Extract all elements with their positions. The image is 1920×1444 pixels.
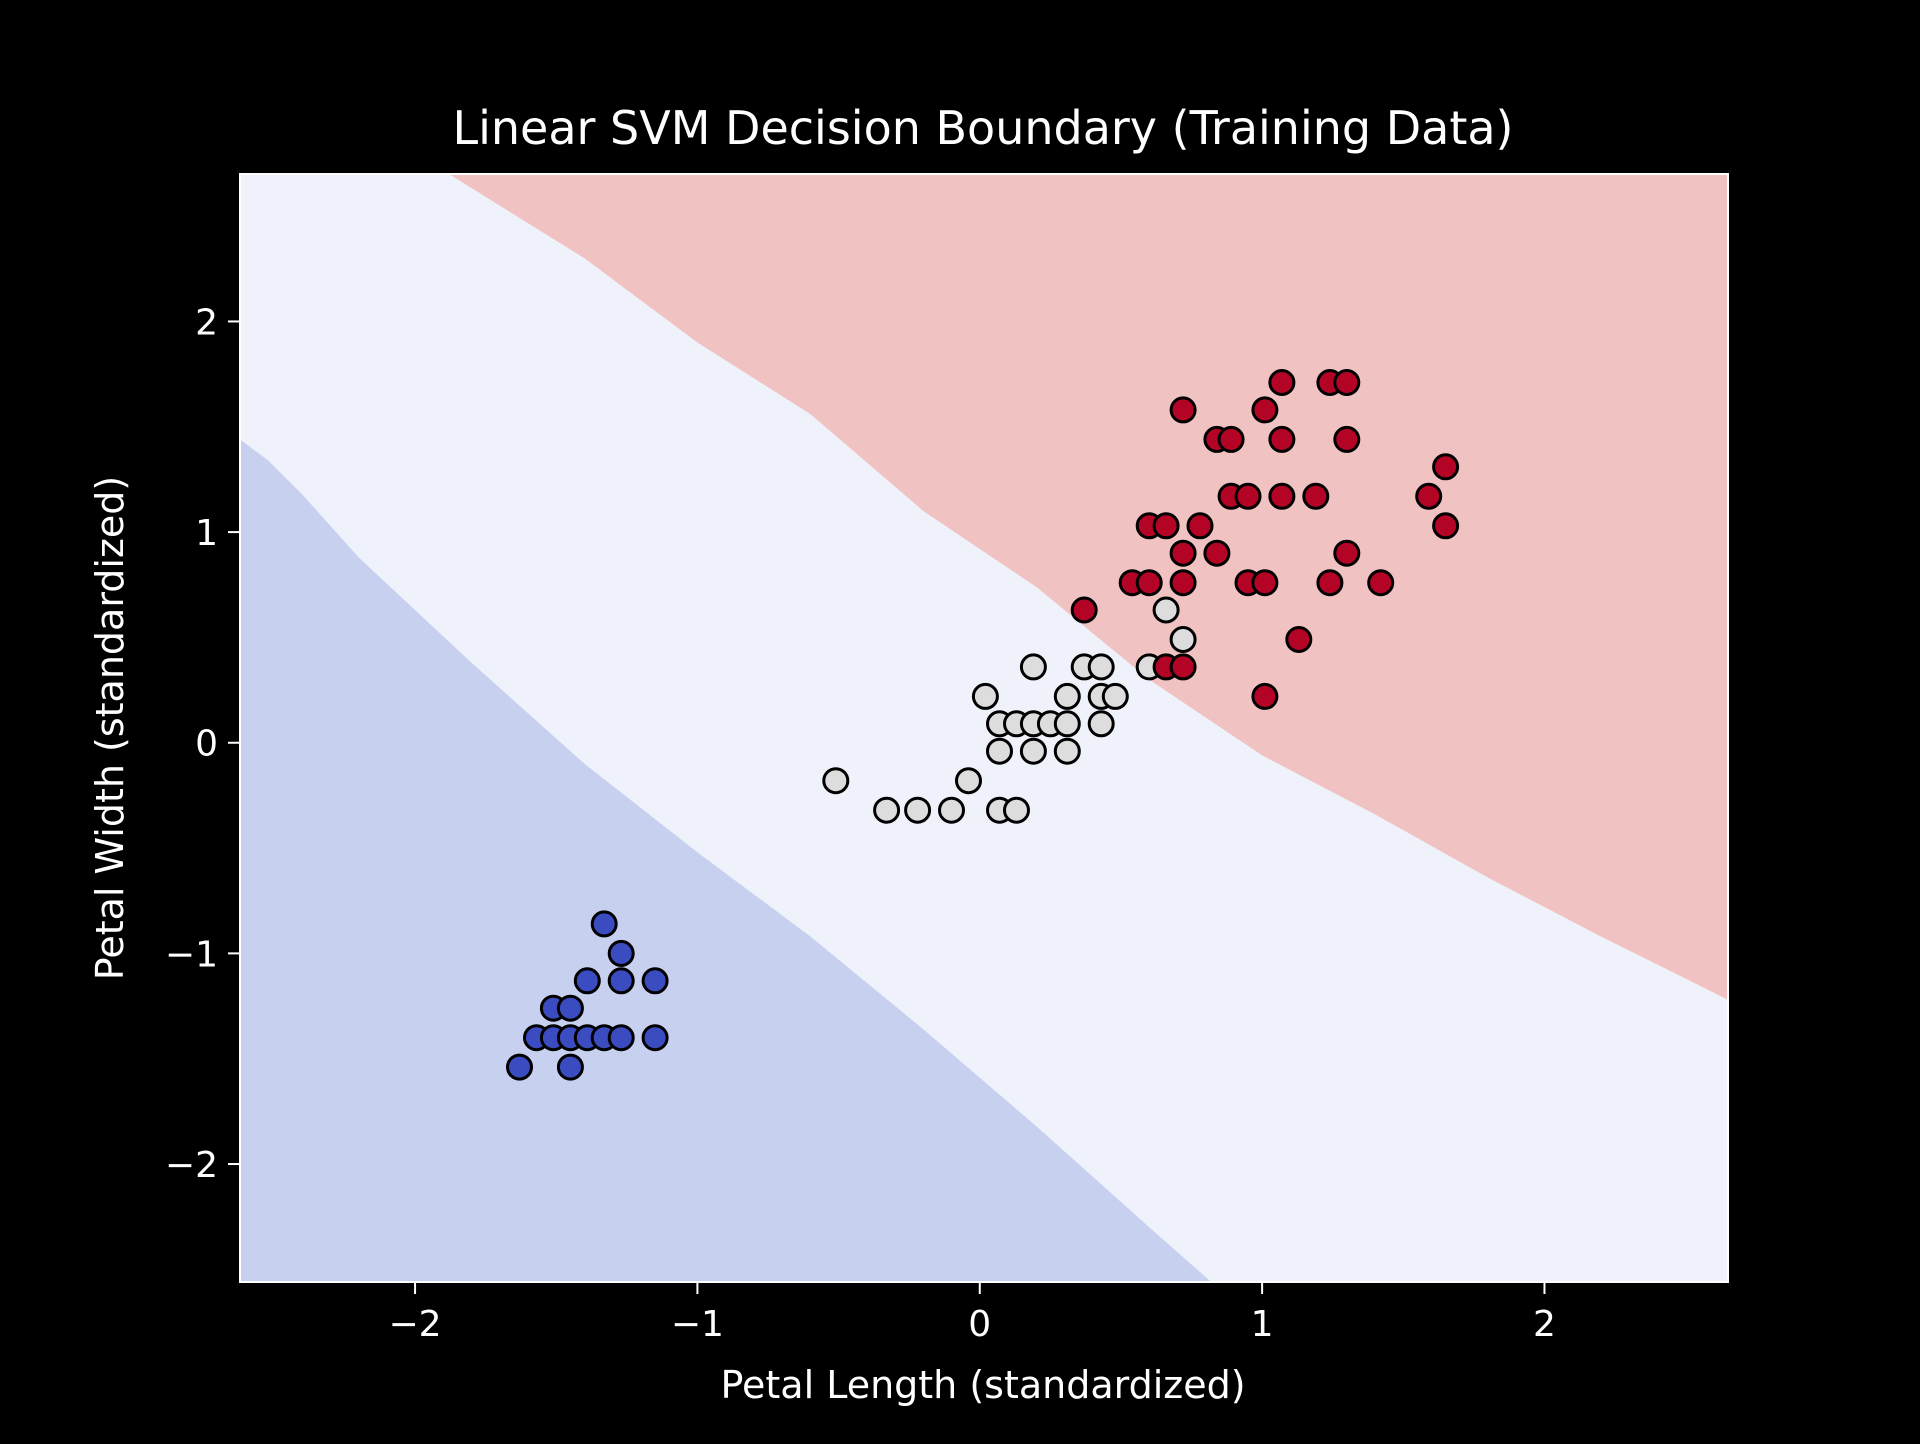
x-tick-label: −1 [671, 1304, 724, 1345]
x-tick-label: 2 [1533, 1304, 1556, 1345]
data-point-class-0 [556, 994, 584, 1022]
data-point-class-2 [1415, 482, 1443, 510]
x-tick-label: 0 [968, 1304, 991, 1345]
plot-frame [239, 173, 1729, 1283]
data-point-class-1 [1019, 653, 1047, 681]
scatter-points [506, 369, 1460, 1081]
data-point-class-2 [1169, 569, 1197, 597]
data-point-class-1 [1169, 626, 1197, 653]
data-point-class-1 [1003, 796, 1030, 824]
data-point-class-2 [1268, 482, 1296, 510]
data-point-class-0 [641, 967, 669, 995]
data-point-class-2 [1316, 569, 1344, 597]
data-point-class-2 [1169, 396, 1197, 424]
data-point-class-1 [1101, 682, 1129, 710]
y-tick-label: 0 [195, 724, 218, 765]
y-axis-label: Petal Width (standardized) [88, 476, 132, 980]
x-tick-label: −2 [389, 1304, 442, 1345]
x-axis-label: Petal Length (standardized) [720, 1363, 1245, 1407]
data-point-class-2 [1135, 569, 1163, 597]
data-point-class-2 [1302, 482, 1330, 510]
data-point-class-0 [573, 967, 601, 995]
data-point-class-2 [1152, 512, 1180, 540]
data-point-class-2 [1268, 425, 1296, 453]
decision-region-class-2 [448, 174, 1728, 1000]
data-point-class-1 [1053, 682, 1081, 710]
y-tick-label: 1 [195, 513, 218, 554]
data-point-class-1 [986, 737, 1013, 765]
data-point-class-2 [1251, 569, 1279, 597]
y-axis: −2 −1 0 1 2 [165, 302, 240, 1186]
data-point-class-1 [1053, 710, 1081, 738]
y-tick-label: −2 [165, 1145, 218, 1186]
data-point-class-2 [1333, 369, 1361, 396]
data-point-class-2 [1234, 482, 1262, 510]
data-point-class-1 [1053, 737, 1081, 765]
data-point-class-2 [1285, 626, 1313, 653]
data-point-class-2 [1217, 425, 1245, 453]
data-point-class-1 [1087, 710, 1115, 738]
y-tick-label: 2 [195, 302, 218, 343]
x-tick-label: 1 [1251, 1304, 1274, 1345]
data-point-class-2 [1169, 653, 1197, 681]
chart-title: Linear SVM Decision Boundary (Training D… [452, 101, 1513, 155]
y-tick-label: −1 [165, 934, 218, 975]
data-point-class-2 [1251, 396, 1279, 424]
data-point-class-1 [822, 767, 850, 795]
data-point-class-1 [1019, 737, 1047, 765]
data-point-class-1 [938, 796, 965, 824]
data-point-class-0 [506, 1053, 533, 1081]
data-point-class-1 [955, 767, 982, 795]
decision-region-class-0 [240, 439, 1212, 1282]
data-point-class-0 [607, 939, 635, 967]
data-point-class-2 [1251, 682, 1279, 710]
data-point-class-2 [1333, 425, 1361, 453]
data-point-class-2 [1333, 539, 1361, 567]
data-point-class-0 [590, 910, 618, 938]
data-point-class-2 [1070, 596, 1098, 624]
data-point-class-1 [904, 796, 932, 824]
data-point-class-2 [1203, 539, 1231, 567]
data-point-class-2 [1432, 453, 1460, 481]
data-point-class-1 [971, 682, 999, 710]
plot-area [239, 173, 1729, 1283]
data-point-class-2 [1268, 369, 1296, 396]
decision-regions [240, 174, 1728, 1282]
data-point-class-2 [1169, 539, 1197, 567]
data-point-class-0 [641, 1024, 669, 1052]
data-point-class-2 [1186, 512, 1214, 540]
data-point-class-1 [1087, 653, 1115, 681]
data-point-class-0 [556, 1053, 584, 1081]
data-point-class-2 [1432, 512, 1460, 540]
data-point-class-1 [1152, 596, 1180, 624]
data-point-class-2 [1367, 569, 1395, 597]
x-axis: −2 −1 0 1 2 [389, 1282, 1556, 1345]
data-point-class-1 [873, 796, 901, 824]
data-point-class-0 [607, 1024, 635, 1052]
data-point-class-0 [607, 967, 635, 995]
